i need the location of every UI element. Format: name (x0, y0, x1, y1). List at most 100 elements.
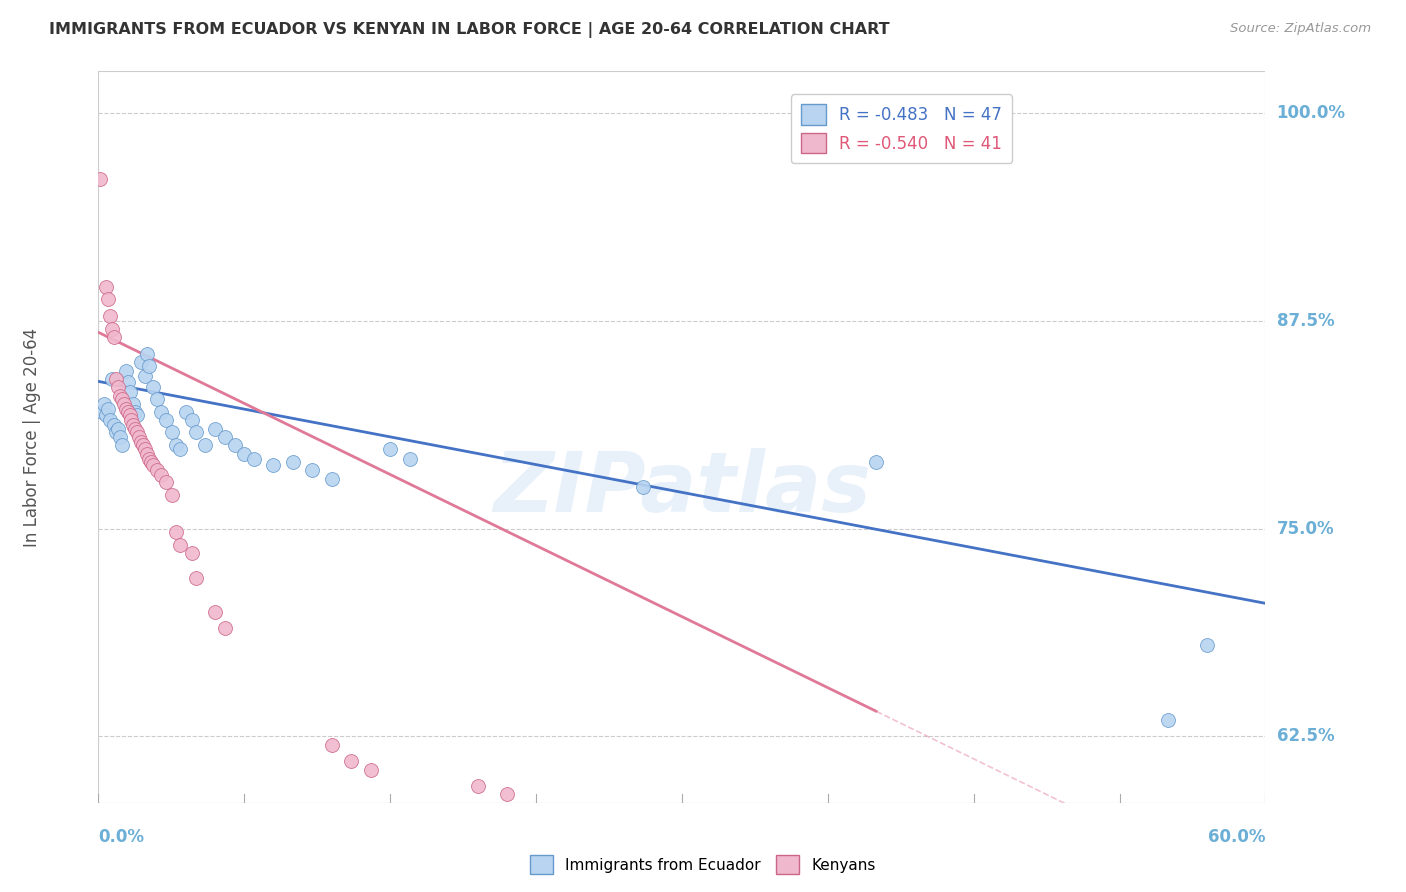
Point (184, 571, 207, 585)
Point (128, 430, 150, 444)
Point (321, 472, 343, 486)
Point (204, 422, 226, 436)
Point (129, 435, 152, 450)
Point (118, 409, 141, 423)
Point (174, 405, 197, 419)
Point (107, 380, 129, 394)
Point (103, 330, 125, 344)
Point (134, 368, 156, 383)
Point (378, 442, 402, 456)
Text: 87.5%: 87.5% (1277, 311, 1334, 330)
Point (112, 397, 135, 411)
Point (101, 322, 124, 336)
Point (139, 455, 162, 469)
Point (142, 380, 165, 394)
Point (132, 438, 155, 452)
Point (117, 375, 139, 389)
Point (97, 401, 120, 416)
Point (1195, 638, 1218, 652)
Text: In Labor Force | Age 20-64: In Labor Force | Age 20-64 (22, 327, 41, 547)
Text: ZIPatlas: ZIPatlas (494, 448, 870, 529)
Point (1157, 713, 1180, 727)
Point (122, 418, 145, 433)
Point (162, 488, 184, 502)
Point (136, 347, 159, 361)
Point (155, 475, 177, 489)
Point (204, 605, 226, 619)
Point (98, 309, 121, 323)
Point (194, 438, 217, 452)
Point (111, 438, 134, 452)
Point (108, 430, 131, 444)
Point (96, 280, 118, 294)
Point (631, 480, 654, 494)
Point (865, 455, 887, 469)
Point (165, 524, 187, 539)
Point (146, 392, 169, 406)
Point (101, 372, 124, 386)
Point (129, 355, 152, 369)
Point (138, 451, 160, 466)
Point (214, 430, 236, 444)
Point (114, 363, 136, 377)
Text: Source: ZipAtlas.com: Source: ZipAtlas.com (1230, 22, 1371, 36)
Point (134, 442, 156, 456)
Point (118, 385, 141, 400)
Point (136, 447, 159, 461)
Point (96, 409, 118, 423)
Point (111, 392, 134, 406)
Point (122, 397, 145, 411)
Point (180, 413, 202, 427)
Point (138, 359, 160, 373)
Point (321, 738, 343, 752)
Point (165, 438, 187, 452)
Point (103, 418, 125, 433)
Point (214, 621, 236, 635)
Point (495, 788, 517, 802)
Point (169, 538, 191, 552)
Point (117, 405, 139, 419)
Legend: Immigrants from Ecuador, Kenyans: Immigrants from Ecuador, Kenyans (524, 849, 882, 880)
Point (301, 463, 323, 477)
Point (93, 397, 115, 411)
Text: 62.5%: 62.5% (1277, 727, 1334, 746)
Point (127, 425, 149, 439)
Point (97, 292, 120, 306)
Point (243, 451, 266, 466)
Point (104, 372, 127, 386)
Point (124, 405, 146, 419)
Point (155, 413, 177, 427)
Point (180, 546, 202, 560)
Point (149, 468, 172, 483)
Text: IMMIGRANTS FROM ECUADOR VS KENYAN IN LABOR FORCE | AGE 20-64 CORRELATION CHART: IMMIGRANTS FROM ECUADOR VS KENYAN IN LAB… (49, 22, 890, 38)
Point (224, 438, 246, 452)
Point (467, 779, 489, 793)
Point (108, 388, 131, 402)
Point (114, 401, 136, 416)
Point (121, 413, 143, 427)
Point (233, 447, 256, 461)
Point (107, 422, 129, 436)
Point (91, 405, 114, 419)
Point (124, 422, 146, 436)
Point (162, 425, 184, 439)
Point (127, 409, 149, 423)
Text: 60.0%: 60.0% (1208, 828, 1265, 846)
Point (98, 413, 121, 427)
Point (146, 463, 169, 477)
Point (281, 455, 304, 469)
Point (169, 442, 191, 456)
Point (262, 458, 284, 473)
Legend: R = -0.483   N = 47, R = -0.540   N = 41: R = -0.483 N = 47, R = -0.540 N = 41 (790, 95, 1012, 163)
Text: 75.0%: 75.0% (1277, 519, 1334, 538)
Text: 100.0%: 100.0% (1277, 104, 1346, 122)
Point (149, 405, 172, 419)
Point (89, 172, 111, 186)
Point (360, 763, 382, 777)
Text: 0.0%: 0.0% (98, 828, 145, 846)
Point (104, 425, 127, 439)
Point (398, 451, 420, 466)
Point (142, 458, 165, 473)
Point (340, 754, 363, 768)
Point (184, 425, 207, 439)
